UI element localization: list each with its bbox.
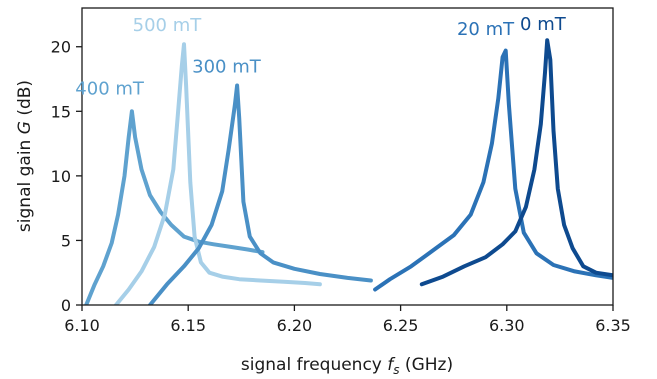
y-tick-label: 20 [51,38,71,57]
y-axis-title-main: signal gain [15,134,35,232]
series-layer [84,38,613,305]
y-tick-label: 10 [51,167,71,186]
y-tick-label: 15 [51,102,71,121]
peak-labels: 400 mT 500 mT 300 mT 20 mT 0 mT [75,14,566,100]
x-tick-label: 6.35 [595,316,631,335]
series-line-1 [114,42,322,305]
y-tick-label: 0 [61,296,71,315]
series-line-3 [373,48,613,292]
peak-label: 20 mT [457,19,515,40]
x-axis-title-var: f [387,355,396,375]
y-axis-title-unit: (dB) [15,80,35,121]
y-axis-title: signal gain G (dB) [15,80,35,232]
x-tick-label: 6.25 [383,316,419,335]
x-axis-ticks: 6.10 6.15 6.20 6.25 6.30 6.35 [64,305,631,335]
x-axis-title-main: signal frequency [241,355,387,375]
peak-label: 0 mT [520,14,567,35]
x-axis-title: signal frequency fs (GHz) [241,355,453,377]
x-axis-title-unit: (GHz) [400,355,454,375]
series-line-4 [419,38,613,287]
peak-label: 300 mT [192,57,262,78]
series-line-2 [148,83,373,305]
series-line-0 [84,109,265,305]
plot-frame [81,7,614,306]
x-tick-label: 6.10 [64,316,100,335]
x-tick-label: 6.20 [277,316,313,335]
y-axis-title-var: G [15,121,35,134]
x-tick-label: 6.15 [170,316,206,335]
peak-label: 500 mT [133,15,203,36]
x-axis-title-sub: s [393,363,399,377]
peak-label: 400 mT [75,79,145,100]
x-tick-label: 6.30 [489,316,525,335]
y-tick-label: 5 [61,231,71,250]
y-axis-ticks: 0 5 10 15 20 [51,38,82,315]
